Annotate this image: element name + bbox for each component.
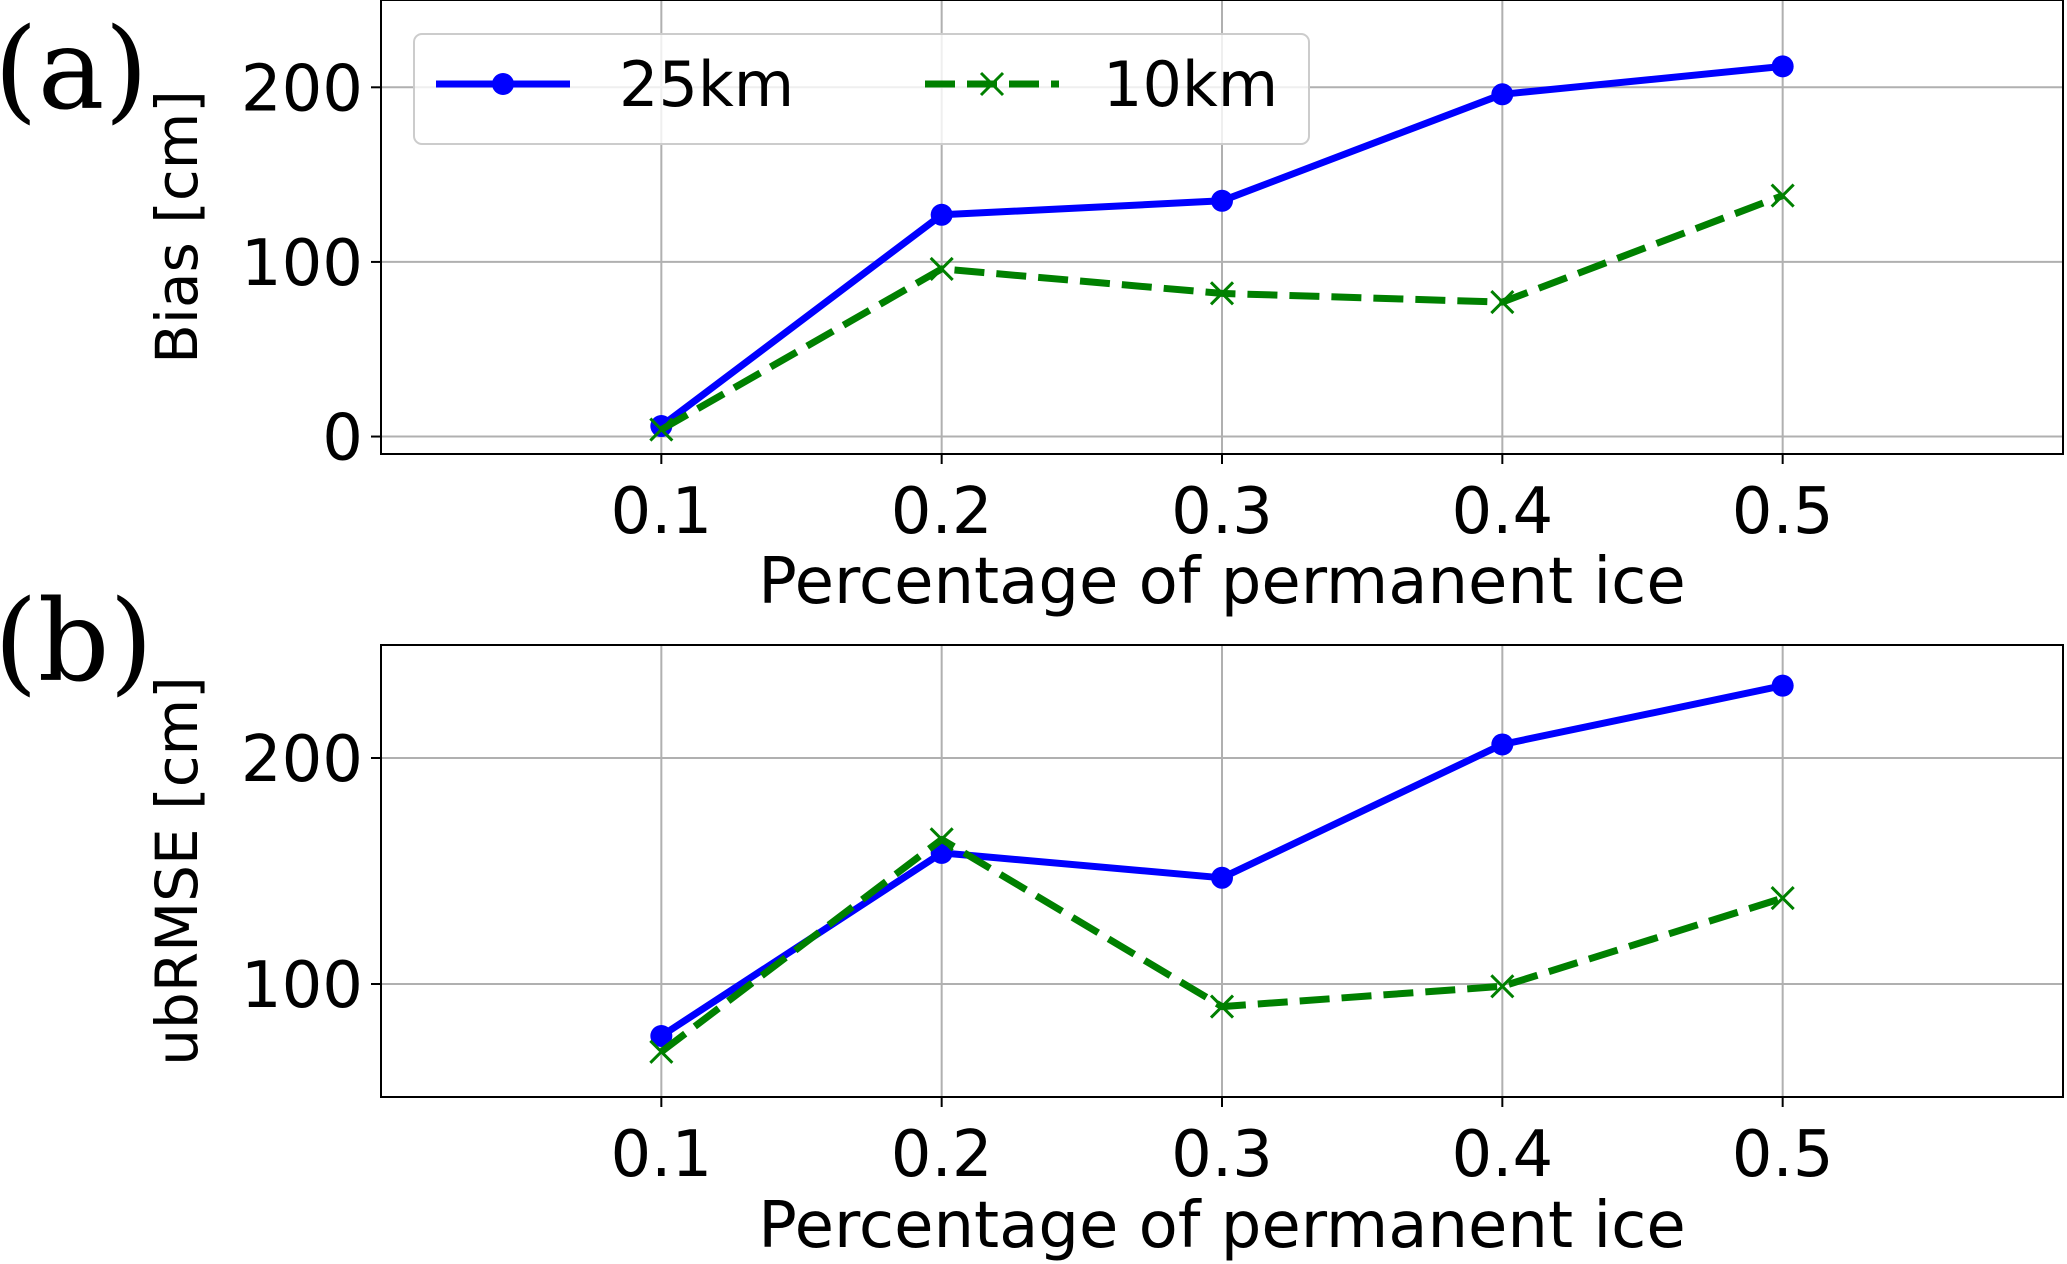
y-tick-label: 100 [241, 227, 363, 301]
y-tick-label: 200 [241, 52, 363, 126]
legend-entry-25km: 25km [436, 48, 794, 121]
legend: 25km 10km [413, 33, 1310, 145]
x-tick-label: 0.1 [610, 475, 712, 549]
data-point-10km [1770, 886, 1795, 911]
x-axis-label-b: Percentage of permanent ice [758, 1189, 1685, 1263]
y-axis-label-b: ubRMSE [cm] [143, 676, 211, 1065]
data-point-25km [1491, 733, 1514, 756]
data-point-25km [650, 1024, 673, 1047]
data-point-10km [1209, 281, 1235, 306]
panel-label-a: (a) [0, 5, 148, 135]
x-tick-label: 0.2 [891, 475, 993, 549]
x-tick-label: 0.3 [1171, 1118, 1273, 1192]
panel-b: (b) 0.1 0.2 0.3 0.4 0.5 100 200 ubRMSE [cm] Pe… [0, 577, 2064, 1263]
panel-label-b: (b) [0, 577, 153, 707]
x-tick-label: 0.3 [1171, 475, 1273, 549]
data-point-25km [930, 203, 953, 226]
x-axis-label-a: Percentage of permanent ice [758, 545, 1685, 619]
data-point-25km [1211, 866, 1233, 889]
legend-label-10km: 10km [1103, 48, 1278, 121]
legend-frame [413, 33, 1310, 145]
data-point-25km [1771, 674, 1794, 697]
x-tick-label: 0.5 [1732, 1118, 1834, 1192]
x-tick-label: 0.4 [1451, 475, 1553, 549]
y-axis-label-a: Bias [cm] [143, 90, 211, 364]
x-tick-label: 0.4 [1451, 1118, 1553, 1192]
y-tick-label: 200 [241, 723, 363, 797]
data-point-10km [1209, 994, 1235, 1019]
x-tick-label: 0.2 [891, 1118, 993, 1192]
legend-marker-10km [979, 71, 1005, 97]
data-point-10km [1770, 183, 1795, 208]
ticks-a: 0.1 0.2 0.3 0.4 0.5 0 100 200 [241, 52, 1834, 549]
series-lines-b [649, 674, 1795, 1064]
ticks-b: 0.1 0.2 0.3 0.4 0.5 100 200 [241, 723, 1834, 1192]
data-point-10km [1490, 974, 1515, 999]
data-point-25km [1211, 189, 1233, 212]
y-tick-label: 0 [322, 402, 363, 476]
x-tick-label: 0.1 [610, 1118, 712, 1192]
legend-label-25km: 25km [619, 48, 794, 121]
panel-a: (a) 0.1 0.2 0.3 0.4 0.5 0 100 200 Bias [cm] Per… [0, 0, 2064, 619]
grid-b [381, 645, 2063, 1097]
data-point-10km [1490, 290, 1515, 315]
data-point-10km [929, 827, 954, 852]
series-lines-a [649, 55, 1795, 442]
data-point-10km [929, 256, 954, 281]
x-tick-label: 0.5 [1732, 475, 1834, 549]
data-point-10km [649, 1039, 674, 1064]
y-tick-label: 100 [241, 949, 363, 1023]
data-point-10km [649, 417, 674, 442]
data-point-25km [1771, 55, 1794, 78]
legend-entry-10km: 10km [925, 48, 1278, 121]
data-point-25km [1491, 83, 1514, 106]
legend-marker-25km [492, 73, 514, 95]
